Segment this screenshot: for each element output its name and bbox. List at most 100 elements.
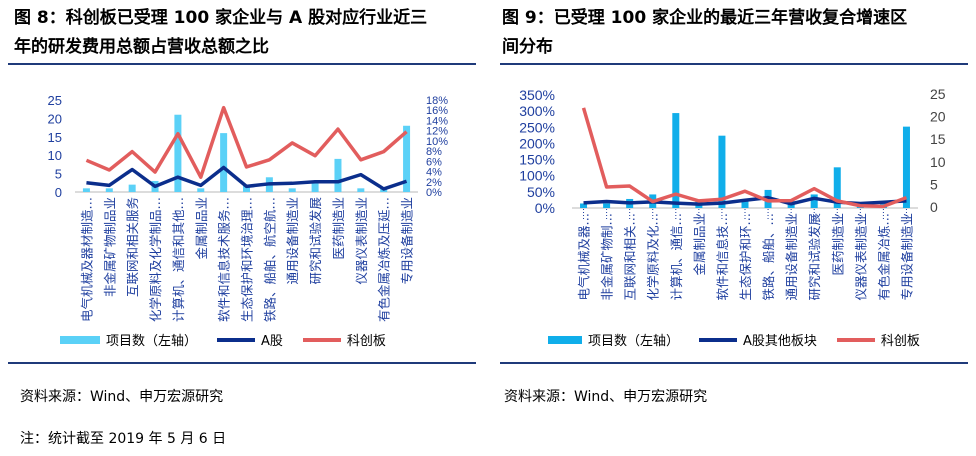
right-axis-tick: 10 <box>930 154 946 170</box>
right-axis-tick: 18% <box>426 95 448 107</box>
bar <box>311 180 319 192</box>
legend-swatch-line <box>699 337 738 342</box>
bar <box>288 188 296 192</box>
category-label: 有色金属冶炼及压延… <box>377 197 392 322</box>
category-label: 有色金属冶炼… <box>876 213 891 301</box>
title-line: 图 9：已受理 100 家企业的最近三年营收复合增速区 <box>502 8 908 28</box>
category-label: 专用设备制造业 <box>400 197 415 285</box>
left-source: 资料来源：Wind、申万宏源研究 <box>20 389 224 405</box>
bar <box>197 188 205 192</box>
line-科创板 <box>581 107 908 209</box>
left-axis-tick: 0% <box>535 200 555 216</box>
bar <box>902 126 910 208</box>
bar <box>580 203 588 208</box>
left-chart-title: 图 8：科创板已受理 100 家企业与 A 股对应行业近三 年的研发费用总额占营收… <box>14 4 427 62</box>
category-label: 电气机械及器材制造… <box>79 197 94 322</box>
line-科创板 <box>85 105 408 179</box>
bar <box>128 184 136 192</box>
category-label: 生态保护和环… <box>738 213 753 301</box>
right-axis-tick: 4% <box>426 167 442 179</box>
right-axis-tick: 20 <box>930 109 946 125</box>
category-label: 通用设备制造业 <box>784 213 799 301</box>
bar <box>334 158 342 192</box>
chart-divider <box>500 362 968 364</box>
bar <box>741 198 749 208</box>
right-axis-tick: 25 <box>930 86 946 102</box>
category-label: 计算机、通信和其他… <box>171 197 186 322</box>
bar <box>403 125 411 192</box>
bar <box>82 188 90 192</box>
left-axis-tick: 50% <box>527 184 555 200</box>
legend-label: 科创板 <box>880 334 920 349</box>
left-axis-tick: 5 <box>55 167 62 182</box>
bar <box>833 167 841 208</box>
left-axis-tick: 200% <box>519 135 555 151</box>
title-divider <box>8 63 476 65</box>
bar <box>243 184 250 192</box>
legend-label: A股 <box>261 334 283 349</box>
category-label: 专用设备制造业 <box>899 213 914 301</box>
left-axis-tick: 0 <box>55 185 62 200</box>
bar <box>174 114 182 192</box>
bar <box>672 113 680 208</box>
category-label: 仪器仪表制造业 <box>354 197 369 285</box>
legend-label: 科创板 <box>346 334 386 349</box>
category-label: 通用设备制造业 <box>285 197 300 285</box>
right-source: 资料来源：Wind、申万宏源研究 <box>504 389 708 405</box>
category-label: 化学原料及化学制品… <box>148 197 163 322</box>
category-label: 金属制品业 <box>692 213 707 276</box>
left-axis-tick: 15 <box>48 130 62 145</box>
title-divider <box>500 63 968 65</box>
category-label: 非金属矿物制品业 <box>102 197 117 297</box>
right-axis-tick: 16% <box>426 105 448 117</box>
category-label: 医药制造业 <box>331 197 346 260</box>
bar <box>718 135 726 208</box>
category-label: 电气机械及器… <box>577 213 592 301</box>
right-axis-tick: 10% <box>426 136 448 148</box>
left-axis-tick: 100% <box>519 168 555 184</box>
line-A股 <box>86 165 408 191</box>
category-label: 化学原料及化… <box>646 213 661 301</box>
bar <box>810 194 818 208</box>
bar <box>357 188 365 192</box>
left-axis-tick: 250% <box>519 119 555 135</box>
title-line: 图 8：科创板已受理 100 家企业与 A 股对应行业近三 <box>14 8 428 28</box>
legend-label: A股其他板块 <box>743 334 817 349</box>
bar <box>105 188 113 192</box>
category-label: 铁路、船舶、航空航… <box>262 197 277 322</box>
category-label: 软件和信息技… <box>715 213 730 301</box>
category-label: 计算机、通信… <box>669 213 684 301</box>
category-label: 仪器仪表制造业 <box>853 213 868 301</box>
left-axis-tick: 10 <box>48 148 62 163</box>
right-axis-tick: 14% <box>426 115 448 127</box>
right-legend: 项目数（左轴） A股其他板块 科创板 <box>548 330 920 349</box>
right-chart-title: 图 9：已受理 100 家企业的最近三年营收复合增速区 间分布 <box>502 4 907 62</box>
left-axis-tick: 20 <box>48 111 62 126</box>
legend-swatch-line <box>302 337 341 342</box>
left-axis-tick: 350% <box>519 87 555 103</box>
category-label: 医药制造业 <box>830 213 845 276</box>
category-label: 生态保护和环境治理… <box>240 197 255 322</box>
title-line: 间分布 <box>502 37 553 57</box>
legend-label: 项目数（左轴） <box>588 334 680 349</box>
legend-swatch-bar <box>60 335 100 344</box>
right-axis-tick: 12% <box>426 126 448 138</box>
category-label: 互联网和相关… <box>623 213 638 301</box>
legend-swatch-line <box>836 337 875 342</box>
left-axis-tick: 150% <box>519 152 555 168</box>
right-axis-tick: 0 <box>930 199 938 215</box>
right-axis-tick: 8% <box>426 146 442 158</box>
bar <box>220 133 228 192</box>
left-axis-tick: 300% <box>519 103 555 119</box>
right-axis-tick: 2% <box>426 177 442 189</box>
legend-swatch-bar <box>548 335 582 344</box>
category-label: 研究和试验发展 <box>807 213 822 301</box>
right-axis-tick: 15 <box>930 131 946 147</box>
right-axis-tick: 6% <box>426 156 442 168</box>
category-label: 软件和信息技术服务… <box>217 197 232 322</box>
category-label: 铁路、船舶、… <box>761 213 776 301</box>
right-axis-tick: 5 <box>930 176 938 192</box>
legend-swatch-line <box>217 337 256 342</box>
right-axis-tick: 0% <box>426 187 442 199</box>
